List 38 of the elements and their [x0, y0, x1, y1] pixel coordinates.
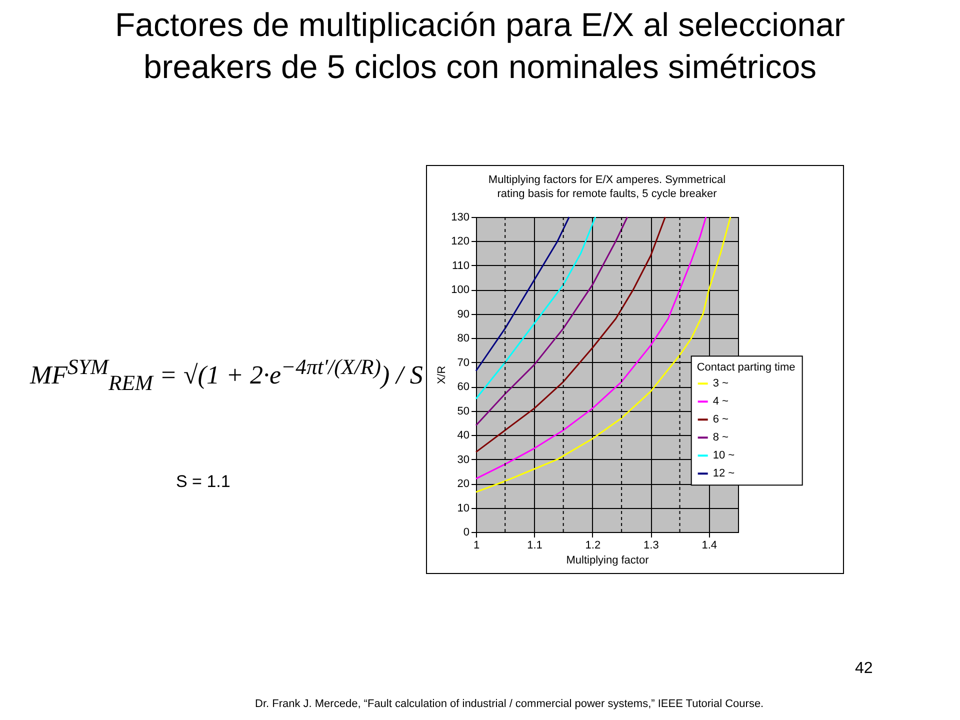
x-axis-title: Multiplying factor [566, 554, 650, 566]
text: Dr. Frank J. Mercede, “Fault calculation of industrial / commercial power systems,” IEEE Tutorial Course. [255, 698, 764, 710]
x-tick-label: 1 [473, 540, 480, 552]
line-series [475, 216, 596, 400]
legend-label: 8 ~ [712, 432, 728, 444]
legend-label: 10 ~ [712, 450, 735, 462]
legend-label: 3 ~ [712, 378, 728, 390]
y-tick-label: 120 [451, 236, 470, 248]
legend-label: 4 ~ [712, 396, 728, 408]
y-axis-title: X/R [436, 366, 448, 384]
line-series [475, 216, 570, 372]
y-tick-label: 70 [457, 356, 470, 369]
y-tick-label: 10 [457, 502, 470, 514]
y-tick-label: 40 [457, 430, 470, 442]
y-tick-label: 20 [457, 478, 470, 490]
y-tick-label: 30 [457, 454, 470, 466]
chart-title: Factores de multiplicación para E/X al seleccionar breakers de 5 ciclos con nominales simétricos [114, 5, 846, 87]
x-tick-label: 1.1 [527, 540, 542, 552]
x-tick-label: 1.2 [585, 540, 601, 552]
x-tick-label: 1.3 [644, 540, 659, 552]
text: MF$^{SYM}$$_{REM}$ = √(1 + 2·e$^{−4πt′/(X/R)}$) / S [30, 355, 423, 396]
line-series [475, 216, 628, 426]
x-tick-label: 1.4 [702, 540, 718, 552]
y-tick-label: 50 [457, 405, 470, 418]
y-tick-label: 100 [451, 284, 470, 296]
y-tick-label: 60 [457, 381, 470, 394]
line-series [475, 216, 666, 453]
y-tick-label: 0 [463, 526, 470, 538]
text: 42 [855, 660, 873, 678]
legend-label: 6 ~ [712, 414, 728, 426]
legend-label: 12 ~ [712, 468, 735, 480]
text: S = 1.1 [176, 472, 230, 492]
y-tick-label: 80 [457, 332, 470, 345]
y-tick-label: 110 [452, 260, 470, 272]
y-tick-label: 90 [457, 308, 470, 320]
legend-title: Contact parting time [696, 362, 796, 374]
chart-subtitle: Multiplying factors for E/X amperes. Symmetrical rating basis for remote faults, 5 cycle breaker [488, 174, 726, 200]
y-tick-label: 130 [451, 212, 470, 224]
